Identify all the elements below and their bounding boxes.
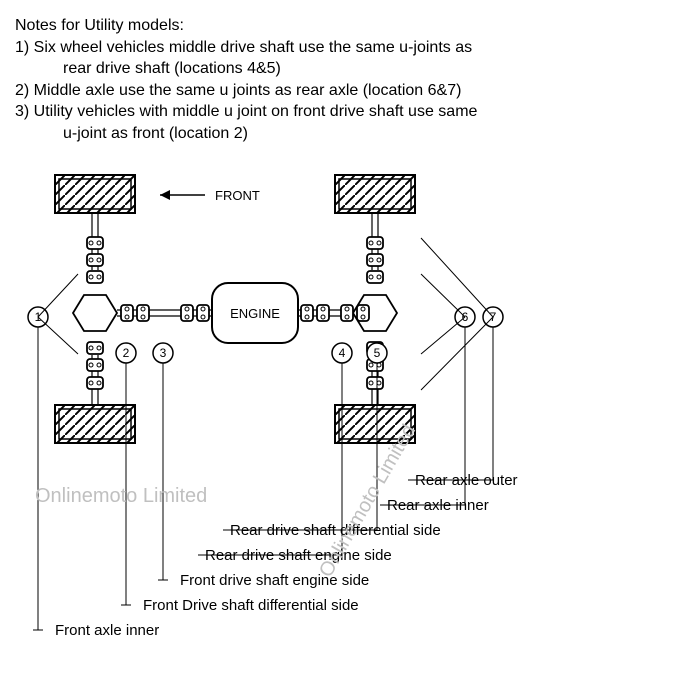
- note-3-cont: u-joint as front (location 2): [15, 123, 685, 145]
- svg-text:ENGINE: ENGINE: [230, 306, 280, 321]
- callout-label-6: Rear axle inner: [387, 497, 489, 514]
- wheel: [335, 405, 415, 443]
- callout-label-2: Front Drive shaft differential side: [143, 597, 359, 614]
- notes-block: Notes for Utility models: 1) Six wheel v…: [15, 15, 685, 145]
- svg-text:6: 6: [462, 310, 469, 324]
- note-2-lead: 2) Middle axle use the same u joints as …: [15, 80, 685, 102]
- wheel: [335, 175, 415, 213]
- svg-text:3: 3: [160, 346, 167, 360]
- callout-label-5: Rear drive shaft differential side: [230, 522, 441, 539]
- note-1-lead: 1) Six wheel vehicles middle drive shaft…: [15, 37, 685, 59]
- callout-label-3: Front drive shaft engine side: [180, 572, 369, 589]
- svg-text:5: 5: [374, 346, 381, 360]
- svg-text:7: 7: [490, 310, 497, 324]
- callout-label-7: Rear axle outer: [415, 472, 518, 489]
- svg-text:4: 4: [339, 346, 346, 360]
- note-1-cont: rear drive shaft (locations 4&5): [15, 58, 685, 80]
- callout-label-1: Front axle inner: [55, 622, 159, 639]
- diagram-container: Onlinemoto Limited Onlinemoto Limited FR…: [15, 155, 685, 655]
- wheel: [55, 175, 135, 213]
- note-3-lead: 3) Utility vehicles with middle u joint …: [15, 101, 685, 123]
- drivetrain-diagram: FRONTENGINE1234567Front axle innerFront …: [15, 155, 685, 655]
- svg-text:FRONT: FRONT: [215, 188, 260, 203]
- notes-title: Notes for Utility models:: [15, 15, 685, 37]
- wheel: [55, 405, 135, 443]
- svg-text:2: 2: [123, 346, 130, 360]
- callout-label-4: Rear drive shaft engine side: [205, 547, 392, 564]
